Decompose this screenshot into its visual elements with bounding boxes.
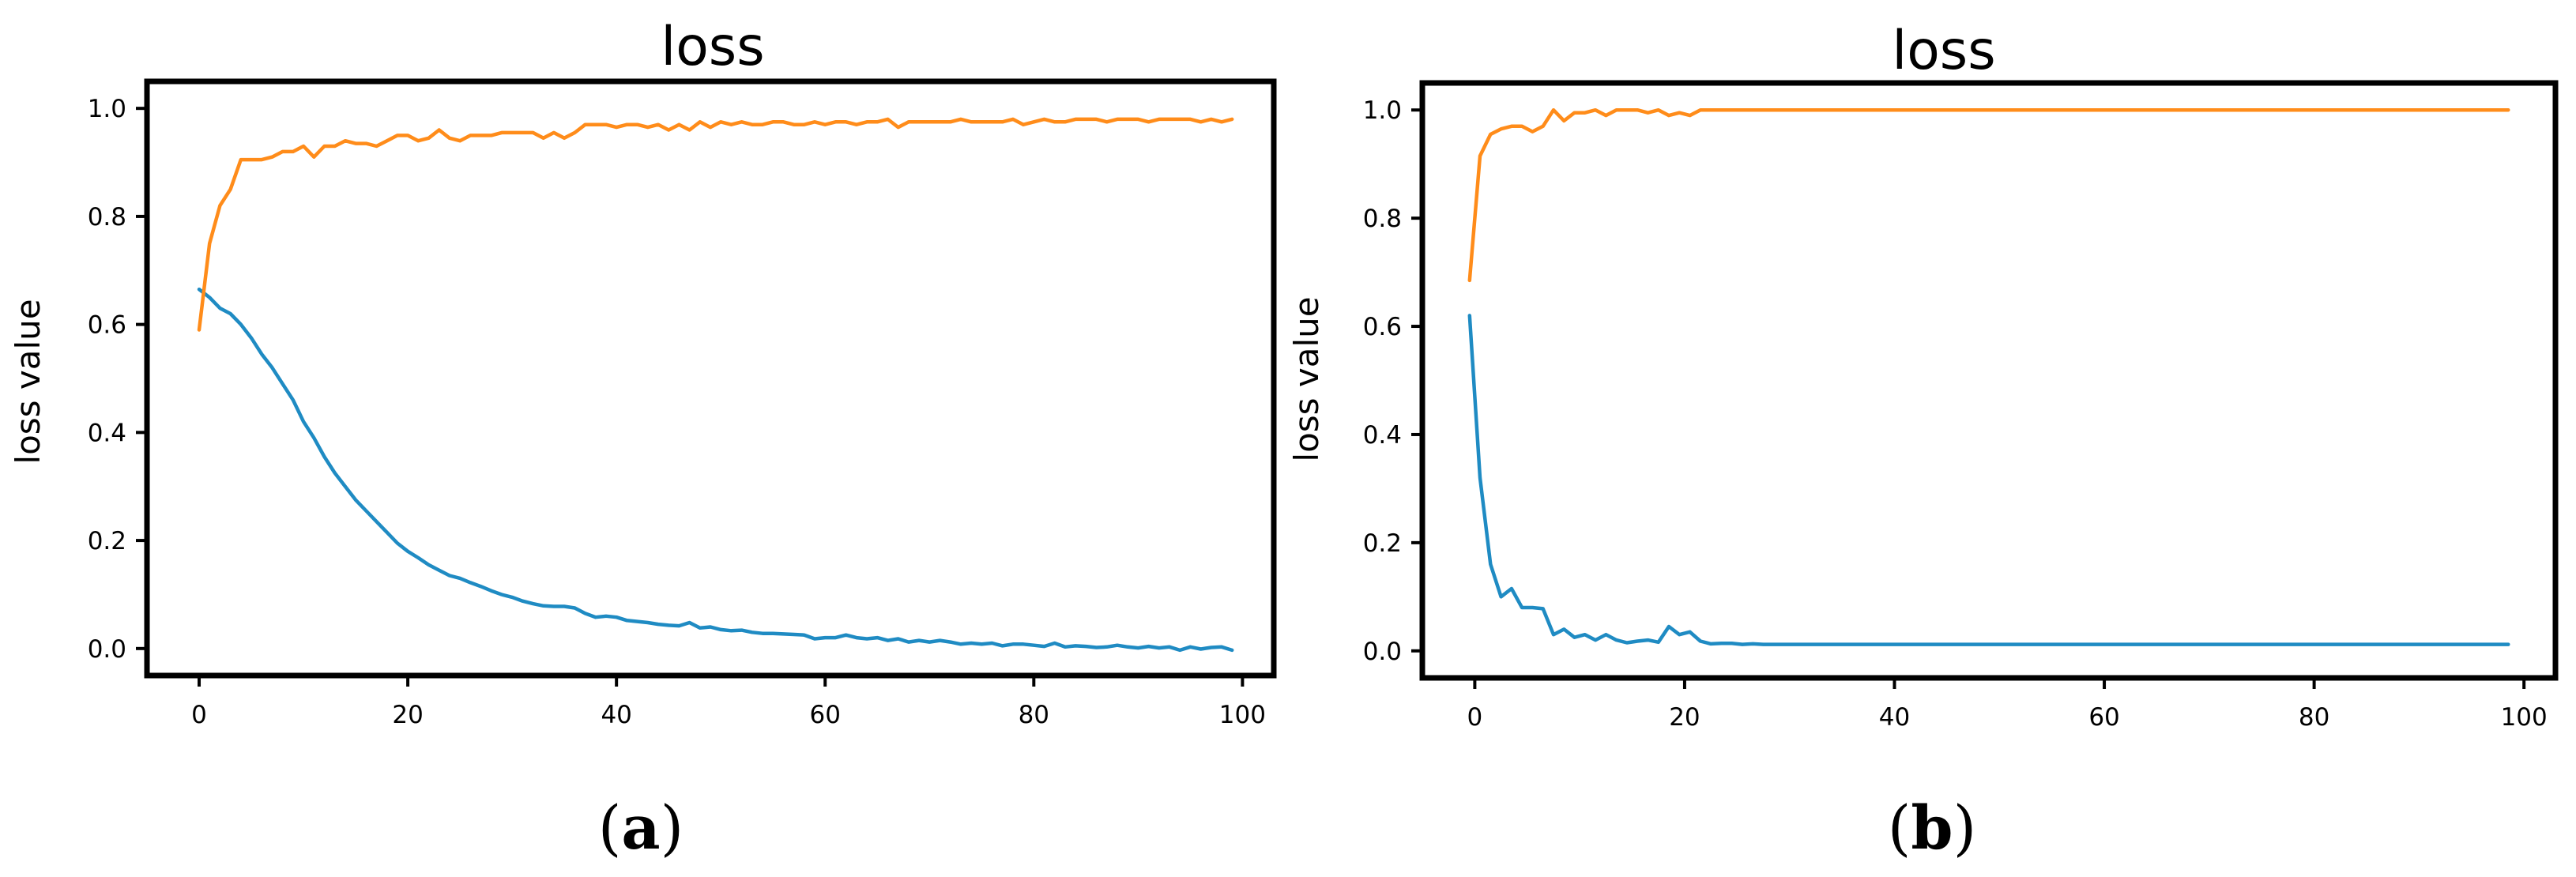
x-tick-label: 100: [1219, 701, 1266, 729]
y-tick-label: 0.4: [88, 419, 126, 447]
x-tick-label: 60: [2088, 703, 2119, 732]
x-tick-label: 40: [601, 701, 631, 729]
axis-ticks: 0 20 40 60 80 100 0.0 0.2 0.4 0.6 0.8 1.0: [88, 95, 1266, 729]
y-tick-label: 0.2: [1363, 529, 1402, 558]
series-1-line: [1467, 314, 2510, 646]
plot-frame: [1419, 80, 2559, 681]
y-tick-label: 1.0: [1363, 96, 1402, 125]
panel-caption-b: (b): [1888, 792, 1976, 863]
x-tick-label: 0: [191, 701, 207, 729]
series-2-line: [197, 117, 1234, 332]
x-tick-label: 100: [2501, 703, 2548, 732]
y-tick-label: 0.4: [1363, 421, 1402, 450]
x-tick-label: 80: [2299, 703, 2329, 732]
y-tick-label: 0.0: [1363, 638, 1402, 666]
panel-caption-letter: b: [1911, 792, 1953, 863]
panel-caption-a: (a): [598, 792, 684, 863]
series-2-line: [1467, 107, 2510, 283]
y-axis-label: loss value: [9, 299, 47, 464]
chart-panel-b: loss loss value 0 20 40 60 80 100 0.0 0.2 0.4 0.6…: [1287, 20, 2559, 863]
chart-panel-a: loss loss value 0 20 40 60 80 100 0.0 0.2 0.4 0.6…: [9, 16, 1277, 863]
y-tick-label: 0.8: [88, 203, 126, 231]
y-tick-label: 0.8: [1363, 205, 1402, 233]
y-tick-label: 1.0: [88, 95, 126, 123]
x-tick-label: 40: [1879, 703, 1910, 732]
x-tick-label: 20: [1669, 703, 1700, 732]
y-axis-label: loss value: [1287, 296, 1326, 461]
x-tick-label: 80: [1019, 701, 1049, 729]
plot-frame: [144, 78, 1277, 679]
series-group: [1467, 107, 2510, 646]
x-tick-label: 60: [810, 701, 841, 729]
chart-title: loss: [661, 16, 764, 78]
x-tick-label: 0: [1467, 703, 1483, 732]
series-1-line: [197, 287, 1234, 653]
y-tick-label: 0.6: [1363, 313, 1402, 341]
panel-caption-letter: a: [621, 792, 660, 863]
y-tick-label: 0.6: [88, 311, 126, 340]
y-tick-label: 0.0: [88, 635, 126, 664]
chart-title: loss: [1892, 20, 1995, 82]
series-group: [197, 117, 1234, 653]
x-tick-label: 20: [392, 701, 423, 729]
axis-ticks: 0 20 40 60 80 100 0.0 0.2 0.4 0.6 0.8 1.0: [1363, 96, 2548, 732]
y-tick-label: 0.2: [88, 527, 126, 555]
